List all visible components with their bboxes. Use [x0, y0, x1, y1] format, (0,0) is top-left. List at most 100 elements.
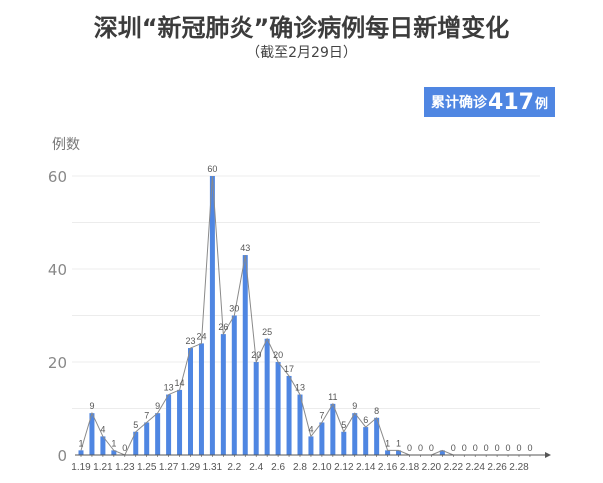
bar — [396, 450, 402, 455]
bar — [78, 450, 84, 455]
bar — [385, 450, 391, 455]
x-tick-label: 2.28 — [509, 462, 529, 473]
value-label: 9 — [155, 401, 160, 411]
bar — [297, 394, 303, 455]
x-tick-label: 1.25 — [137, 462, 157, 473]
value-label: 0 — [506, 443, 511, 453]
x-tick-label: 2.20 — [422, 462, 442, 473]
value-label: 6 — [363, 415, 368, 425]
chart-subtitle: （截至2月29日） — [246, 45, 357, 61]
bar — [363, 427, 369, 455]
x-tick-label: 2.18 — [400, 462, 420, 473]
bar — [100, 436, 106, 455]
bar — [439, 450, 445, 455]
x-tick-label: 2.26 — [487, 462, 507, 473]
value-label: 43 — [240, 243, 250, 253]
axis-arrow-icon — [545, 452, 551, 458]
bar — [319, 422, 325, 455]
x-tick-label: 2.6 — [271, 462, 285, 473]
badge-number: 417 — [488, 89, 534, 115]
value-label: 23 — [185, 336, 195, 346]
value-label: 26 — [218, 322, 228, 332]
value-label: 7 — [319, 410, 324, 420]
value-label: 7 — [144, 410, 149, 420]
bar — [177, 389, 183, 455]
value-label: 0 — [516, 443, 521, 453]
value-label: 9 — [352, 401, 357, 411]
y-tick-label: 20 — [48, 354, 67, 372]
bar — [188, 348, 193, 455]
value-label: 0 — [462, 443, 467, 453]
x-tick-label: 1.19 — [71, 462, 91, 473]
value-label: 60 — [207, 164, 217, 174]
x-tick-label: 2.2 — [227, 462, 241, 473]
x-tick-label: 1.21 — [93, 462, 113, 473]
badge-prefix: 累计确诊 — [431, 95, 488, 111]
bar — [111, 450, 117, 455]
x-tick-label: 1.29 — [181, 462, 201, 473]
value-label: 20 — [251, 350, 261, 360]
bar — [308, 436, 314, 455]
value-label: 1 — [78, 438, 83, 448]
value-label: 4 — [100, 424, 105, 434]
y-tick-label: 40 — [48, 261, 67, 279]
value-label: 9 — [89, 401, 94, 411]
bar — [352, 413, 358, 455]
bar — [242, 255, 248, 455]
value-label: 0 — [451, 443, 456, 453]
value-label: 0 — [495, 443, 500, 453]
value-label: 13 — [164, 383, 174, 393]
value-label: 0 — [473, 443, 478, 453]
value-label: 25 — [262, 327, 272, 337]
bar — [231, 315, 237, 455]
y-axis-ticks: 0 20 40 60 — [48, 168, 67, 465]
value-label: 20 — [273, 350, 283, 360]
bar — [264, 338, 270, 455]
value-label: 11 — [328, 392, 337, 402]
bar — [209, 176, 215, 455]
x-axis — [75, 452, 551, 458]
x-tick-label: 2.14 — [356, 462, 376, 473]
value-label: 14 — [175, 378, 185, 388]
value-label: 1 — [111, 438, 116, 448]
value-label: 5 — [341, 420, 346, 430]
bar — [155, 413, 161, 455]
x-tick-label: 2.16 — [378, 462, 398, 473]
x-tick-label: 1.31 — [203, 462, 223, 473]
x-tick-label: 2.4 — [249, 462, 263, 473]
y-axis-label: 例数 — [52, 137, 80, 153]
y-tick-label: 60 — [48, 168, 67, 186]
value-label: 24 — [196, 331, 206, 341]
value-label: 0 — [429, 443, 434, 453]
bar — [374, 417, 380, 455]
badge-suffix: 例 — [534, 96, 548, 112]
x-tick-label: 1.23 — [115, 462, 135, 473]
bar — [341, 431, 347, 455]
bar — [286, 375, 292, 455]
bar — [198, 343, 204, 455]
total-confirmed-badge: 累计确诊 417 例 — [424, 87, 555, 117]
x-tick-label: 1.27 — [159, 462, 179, 473]
x-axis-ticks: 1.19 1.21 1.23 1.25 1.27 1.29 1.31 2.2 2.4 2.6 2.8… — [71, 462, 529, 473]
value-label: 0 — [407, 443, 412, 453]
x-tick-label: 2.24 — [465, 462, 485, 473]
x-tick-label: 2.8 — [293, 462, 307, 473]
value-label: 4 — [308, 424, 313, 434]
value-label: 17 — [284, 364, 294, 374]
x-tick-label: 2.22 — [444, 462, 464, 473]
bar — [144, 422, 150, 455]
value-label: 30 — [229, 304, 239, 314]
bar — [89, 413, 95, 455]
bar — [220, 334, 226, 455]
bar — [275, 362, 281, 455]
y-tick-label: 0 — [57, 447, 67, 465]
bars — [78, 176, 445, 455]
value-label: 5 — [133, 420, 138, 430]
x-tick-label: 2.12 — [334, 462, 354, 473]
bar — [330, 403, 336, 455]
value-label: 13 — [295, 383, 305, 393]
chart-title: 深圳“新冠肺炎”确诊病例每日新增变化 — [93, 14, 510, 42]
value-label: 0 — [484, 443, 489, 453]
